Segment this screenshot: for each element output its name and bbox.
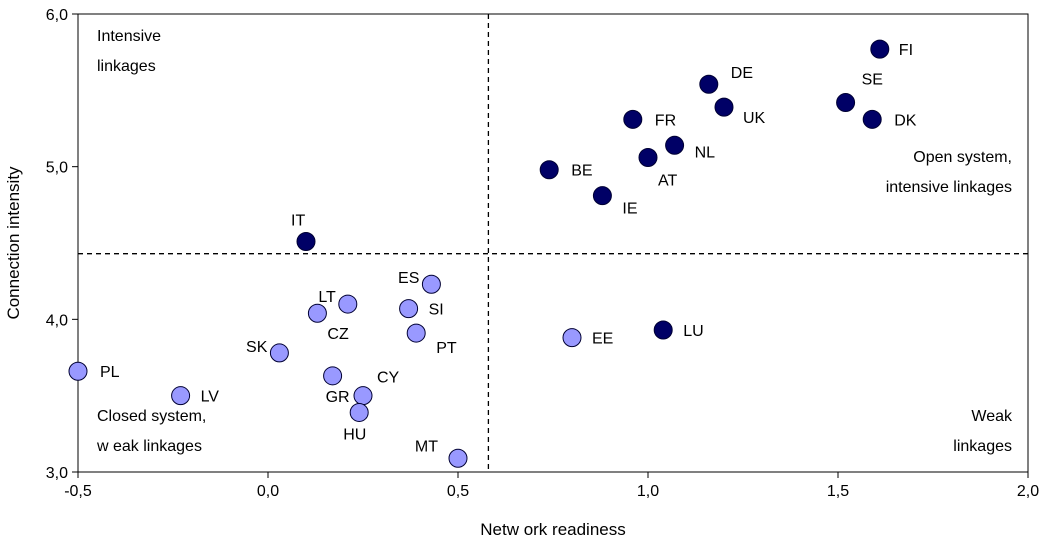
point-label-lt: LT bbox=[318, 289, 336, 306]
quadrant-label-bottom-right: linkages bbox=[953, 438, 1012, 455]
y-tick-label: 5,0 bbox=[46, 160, 68, 177]
y-axis-title: Connection intensity bbox=[4, 166, 23, 320]
data-point-nl bbox=[665, 135, 685, 155]
point-label-pt: PT bbox=[436, 340, 457, 357]
point-label-mt: MT bbox=[415, 438, 438, 455]
data-point-fr bbox=[623, 109, 643, 129]
point-label-lu: LU bbox=[683, 323, 703, 340]
data-point-es bbox=[421, 274, 441, 294]
point-label-cz: CZ bbox=[327, 326, 349, 343]
data-point-dk bbox=[862, 109, 882, 129]
x-tick-label: 0,5 bbox=[447, 483, 469, 500]
data-point-fi bbox=[870, 39, 890, 59]
data-point-it bbox=[296, 231, 316, 251]
point-label-ee: EE bbox=[592, 331, 613, 348]
x-tick-label: 1,0 bbox=[637, 483, 659, 500]
data-point-lu bbox=[653, 320, 673, 340]
point-label-it: IT bbox=[291, 212, 305, 229]
data-point-cy bbox=[353, 386, 373, 406]
point-label-ie: IE bbox=[622, 201, 637, 218]
quadrant-label-top-left: Intensive bbox=[97, 28, 161, 45]
data-point-be bbox=[539, 160, 559, 180]
point-label-cy: CY bbox=[377, 370, 400, 387]
data-point-se bbox=[836, 93, 856, 113]
quadrant-label-bottom-left: Closed system, bbox=[97, 408, 206, 425]
data-point-pl bbox=[68, 361, 88, 381]
x-axis-title: Netw ork readiness bbox=[480, 520, 626, 539]
quadrant-label-top-right: Open system, bbox=[913, 149, 1012, 166]
quadrant-label-bottom-left: w eak linkages bbox=[96, 438, 202, 455]
point-label-sk: SK bbox=[246, 339, 268, 356]
y-tick-label: 6,0 bbox=[46, 7, 68, 24]
data-point-lt bbox=[338, 294, 358, 314]
point-label-hu: HU bbox=[343, 426, 366, 443]
data-point-sk bbox=[269, 343, 289, 363]
data-point-de bbox=[699, 74, 719, 94]
point-label-gr: GR bbox=[326, 389, 350, 406]
point-label-dk: DK bbox=[894, 112, 917, 129]
data-point-lv bbox=[171, 386, 191, 406]
y-tick-label: 3,0 bbox=[46, 465, 68, 482]
point-label-fi: FI bbox=[899, 42, 913, 59]
point-label-pl: PL bbox=[100, 364, 120, 381]
x-tick-label: 2,0 bbox=[1017, 483, 1039, 500]
plot-area bbox=[77, 13, 1029, 473]
data-point-cz bbox=[307, 303, 327, 323]
x-tick-label: 0,0 bbox=[257, 483, 279, 500]
quadrant-label-top-right: intensive linkages bbox=[886, 179, 1012, 196]
data-point-pt bbox=[406, 323, 426, 343]
quadrant-label-top-left: linkages bbox=[97, 58, 156, 75]
y-tick-label: 4,0 bbox=[46, 312, 68, 329]
point-label-es: ES bbox=[398, 270, 419, 287]
x-tick-label: 1,5 bbox=[827, 483, 849, 500]
data-point-ie bbox=[592, 186, 612, 206]
data-point-gr bbox=[323, 366, 343, 386]
point-label-lv: LV bbox=[201, 389, 220, 406]
point-label-be: BE bbox=[571, 163, 592, 180]
data-point-si bbox=[399, 299, 419, 319]
data-point-ee bbox=[562, 328, 582, 348]
x-tick-label: -0,5 bbox=[64, 483, 92, 500]
point-label-se: SE bbox=[862, 72, 883, 89]
data-point-hu bbox=[349, 402, 369, 422]
point-label-si: SI bbox=[429, 302, 444, 319]
point-label-nl: NL bbox=[695, 144, 716, 161]
data-point-at bbox=[638, 148, 658, 168]
data-point-uk bbox=[714, 97, 734, 117]
data-point-mt bbox=[448, 448, 468, 468]
point-label-de: DE bbox=[731, 65, 753, 82]
point-label-uk: UK bbox=[743, 110, 766, 127]
point-label-at: AT bbox=[658, 173, 677, 190]
point-label-fr: FR bbox=[655, 112, 676, 129]
quadrant-label-bottom-right: Weak bbox=[971, 408, 1013, 425]
